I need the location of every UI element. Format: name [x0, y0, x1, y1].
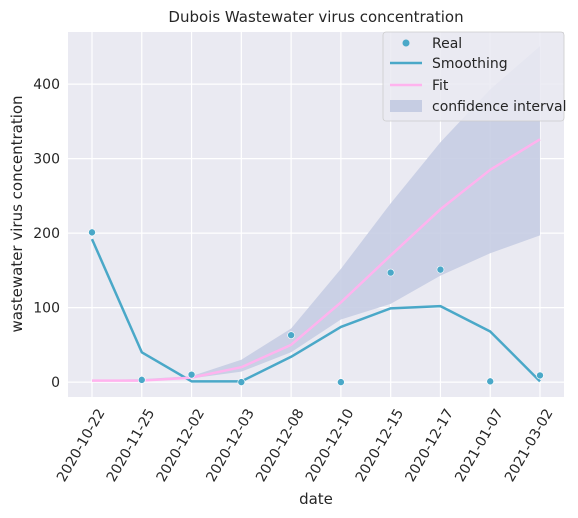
- legend-real-marker: [402, 39, 410, 47]
- legend: Real Smoothing Fit confidence interval: [382, 31, 566, 122]
- real-point-0: [88, 228, 96, 237]
- chart-title: Dubois Wastewater virus concentration: [168, 8, 463, 26]
- x-tick-label-7: 2020-12-17: [402, 406, 457, 484]
- y-tick-labels: 0 100 200 300 400: [33, 77, 60, 391]
- x-tick-label-2: 2020-12-02: [154, 406, 209, 484]
- line-layer: [90, 138, 541, 383]
- legend-real-label: Real: [432, 36, 462, 52]
- real-point-2: [187, 370, 196, 379]
- point-layer: [88, 228, 544, 386]
- y-tick-label-0: 0: [51, 375, 60, 391]
- y-axis-title: wastewater virus concentration: [8, 95, 26, 332]
- real-point-4: [287, 331, 295, 339]
- smoothing-line: [90, 238, 541, 383]
- x-tick-label-8: 2021-01-07: [452, 406, 507, 484]
- real-point-5: [337, 378, 345, 386]
- y-tick-label-2: 200: [33, 226, 60, 242]
- y-tick-label-4: 400: [33, 77, 60, 93]
- fit-line: [92, 138, 541, 382]
- x-tick-label-0: 2020-10-22: [54, 406, 109, 484]
- x-tick-label-9: 2021-03-02: [502, 406, 557, 484]
- real-point-7: [436, 265, 445, 274]
- legend-ci-label: confidence interval: [432, 99, 566, 115]
- real-point-3: [237, 378, 246, 386]
- y-tick-label-1: 100: [33, 301, 60, 317]
- x-tick-label-1: 2020-11-25: [104, 406, 159, 484]
- confidence-interval-band: [92, 46, 540, 382]
- confidence-band-layer: [92, 46, 540, 382]
- x-tick-label-6: 2020-12-15: [353, 406, 408, 484]
- real-point-9: [536, 371, 544, 380]
- x-axis-title: date: [299, 490, 333, 508]
- real-point-6: [386, 268, 395, 277]
- real-point-1: [137, 376, 146, 384]
- legend-smoothing-label: Smoothing: [432, 56, 508, 72]
- y-tick-label-3: 300: [33, 152, 60, 168]
- x-tick-label-5: 2020-12-10: [303, 406, 358, 484]
- legend-box: [382, 31, 565, 122]
- real-point-8: [486, 377, 495, 386]
- x-tick-label-3: 2020-12-03: [203, 406, 258, 484]
- legend-ci-marker: [390, 100, 422, 112]
- x-tick-label-4: 2020-12-08: [253, 406, 308, 484]
- x-tick-labels: 2020-10-222020-11-252020-12-022020-12-03…: [54, 406, 557, 484]
- legend-fit-label: Fit: [432, 78, 449, 94]
